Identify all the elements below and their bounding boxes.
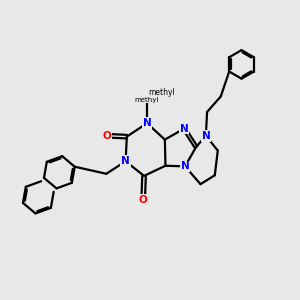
Text: N: N [143,118,152,128]
Text: methyl: methyl [148,88,175,97]
Text: O: O [103,131,111,141]
Text: N: N [181,161,189,171]
Text: O: O [139,195,148,205]
Text: methyl: methyl [135,97,159,103]
Text: N: N [202,131,210,141]
Text: N: N [121,156,130,166]
Text: N: N [180,124,189,134]
